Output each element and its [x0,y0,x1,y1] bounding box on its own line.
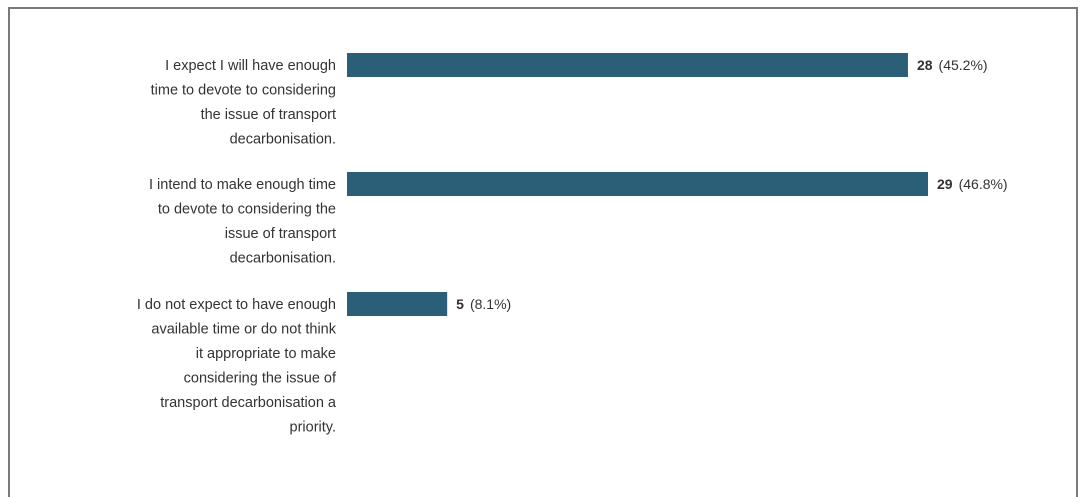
category-label-2: I intend to make enough time to devote to… [149,177,336,267]
category-label-line: priority. [290,420,336,436]
value-label-1: 28 [917,57,933,73]
bar-2 [347,172,928,196]
category-label-3: I do not expect to have enough available … [137,297,337,436]
category-label-line: decarbonisation. [230,251,336,267]
percent-label-2: (46.8%) [959,176,1008,192]
category-label-line: to devote to considering the [158,202,336,218]
category-label-line: the issue of transport [201,107,336,123]
category-label-line: available time or do not think [151,322,336,338]
percent-label-1: (45.2%) [939,57,988,73]
value-label-3: 5 [456,296,464,312]
category-label-line: considering the issue of [184,371,337,387]
percent-label-3: (8.1%) [470,296,511,312]
category-label-line: I do not expect to have enough [137,297,336,313]
value-label-2: 29 [937,176,953,192]
bar-chart: I expect I will have enough time to devot… [137,53,1008,436]
bar-3 [347,292,448,316]
category-label-line: it appropriate to make [196,346,336,362]
category-label-line: transport decarbonisation a [160,395,337,411]
category-label-line: time to devote to considering [151,83,336,99]
category-label-line: I intend to make enough time [149,177,336,193]
category-label-line: issue of transport [225,226,336,242]
category-label-line: decarbonisation. [230,132,336,148]
category-label-1: I expect I will have enough time to devot… [151,58,336,148]
category-label-line: I expect I will have enough [165,58,336,74]
chart-frame: I expect I will have enough time to devot… [8,7,1078,497]
bar-1 [347,53,908,77]
